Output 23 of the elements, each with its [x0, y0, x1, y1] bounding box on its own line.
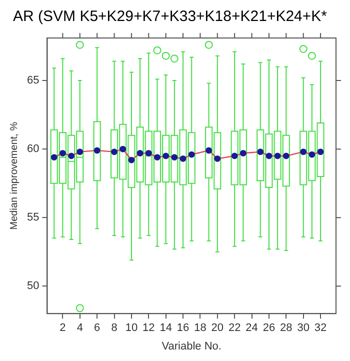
- y-tick-label: 60: [26, 143, 40, 156]
- y-tick-label: 50: [26, 280, 40, 292]
- x-tick-label: 32: [314, 322, 327, 334]
- x-tick-label: 10: [125, 322, 138, 334]
- x-tick-label: 16: [176, 322, 190, 334]
- x-tick-label: 28: [280, 322, 292, 334]
- x-tick-label: 24: [246, 322, 258, 334]
- x-tick-label: 26: [262, 322, 276, 334]
- x-tick-label: 20: [211, 322, 224, 334]
- x-tick-label: 2: [60, 322, 66, 334]
- x-tick-label: 4: [76, 322, 83, 334]
- x-axis-title: Variable No.: [162, 340, 222, 352]
- y-axis-title: Median improvement, %: [8, 122, 20, 230]
- x-tick-label: 14: [160, 322, 172, 334]
- x-tick-label: 30: [297, 322, 310, 334]
- x-tick-label: 12: [142, 322, 155, 334]
- x-tick-label: 8: [111, 322, 118, 334]
- chart-title: AR (SVM K5+K29+K7+K33+K18+K21+K24+K*: [13, 8, 328, 26]
- x-tick-label: 6: [94, 322, 100, 334]
- y-tick-label: 55: [26, 212, 40, 224]
- x-tick-label: 18: [194, 322, 206, 334]
- x-tick-label: 22: [228, 322, 241, 334]
- y-tick-label: 65: [26, 74, 40, 87]
